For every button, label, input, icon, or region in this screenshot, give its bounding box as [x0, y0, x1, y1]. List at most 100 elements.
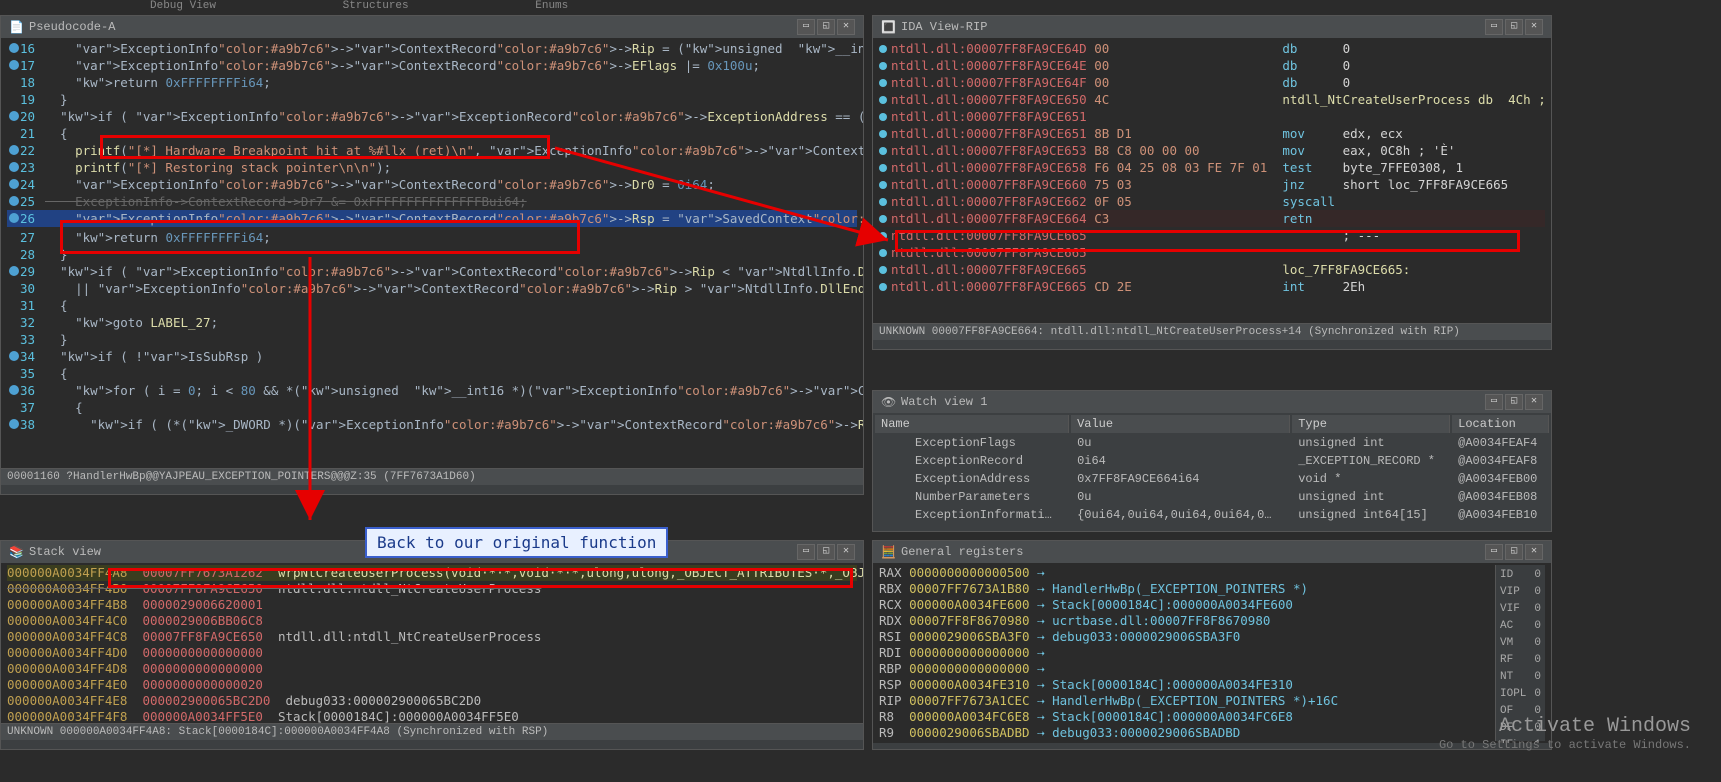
- register-line[interactable]: RSI 0000029006SBA3F0 ⇢ debug033:00000290…: [879, 629, 1495, 645]
- watch-col[interactable]: Value: [1071, 415, 1290, 433]
- code-line[interactable]: 34 "kw">if ( !"var">IsSubRsp ): [7, 348, 857, 365]
- code-line[interactable]: 33 }: [7, 331, 857, 348]
- close-button[interactable]: ✕: [1525, 544, 1543, 560]
- code-line[interactable]: 22 printf("[*] Hardware Breakpoint hit a…: [7, 142, 857, 159]
- watch-row[interactable]: ExceptionInformati…{0ui64,0ui64,0ui64,0u…: [875, 507, 1549, 523]
- stack-line[interactable]: 000000A0034FF4E0 0000000000000020: [7, 677, 857, 693]
- pseudocode-pane: 📄 Pseudocode-A ▭ ◱ ✕ 16 "var">ExceptionI…: [0, 15, 864, 495]
- stack-line[interactable]: 000000A0034FF4D8 0000000000000000: [7, 661, 857, 677]
- watch-row[interactable]: ExceptionAddress0x7FF8FA9CE664i64void *@…: [875, 471, 1549, 487]
- register-line[interactable]: RCX 000000A0034FE600 ⇢ Stack[0000184C]:0…: [879, 597, 1495, 613]
- register-line[interactable]: RAX 0000000000000500 ⇢: [879, 565, 1495, 581]
- watch-row[interactable]: NumberParameters0uunsigned int@A0034FEB0…: [875, 489, 1549, 505]
- register-line[interactable]: RSP 000000A0034FE310 ⇢ Stack[0000184C]:0…: [879, 677, 1495, 693]
- code-line[interactable]: 19 }: [7, 91, 857, 108]
- watch-row[interactable]: ExceptionRecord0i64_EXCEPTION_RECORD *@A…: [875, 453, 1549, 469]
- pseudocode-content[interactable]: 16 "var">ExceptionInfo"color:#a9b7c6">->…: [1, 38, 863, 468]
- close-button[interactable]: ✕: [837, 19, 855, 35]
- watch-col[interactable]: Type: [1292, 415, 1450, 433]
- close-button[interactable]: ✕: [837, 544, 855, 560]
- stack-line[interactable]: 000000A0034FF4B0 00007FF8FA9CE650 ntdll.…: [7, 581, 857, 597]
- code-line[interactable]: 21 {: [7, 125, 857, 142]
- minimize-button[interactable]: ▭: [797, 19, 815, 35]
- code-line[interactable]: 27 "kw">return 0xFFFFFFFFi64;: [7, 229, 857, 246]
- stack-line[interactable]: 000000A0034FF4C0 0000029006BB06C8: [7, 613, 857, 629]
- code-line[interactable]: 24 "var">ExceptionInfo"color:#a9b7c6">->…: [7, 176, 857, 193]
- pseudocode-statusbar: 00001160 ?HandlerHwBp@@YAJPEAU_EXCEPTION…: [1, 468, 863, 485]
- flag-row: VIP0: [1500, 584, 1541, 601]
- pseudocode-titlebar: 📄 Pseudocode-A ▭ ◱ ✕: [1, 16, 863, 38]
- code-line[interactable]: 29 "kw">if ( "var">ExceptionInfo"color:#…: [7, 263, 857, 280]
- stack-pane: 📚 Stack view ▭ ◱ ✕ 000000A0034FF4A8 0000…: [0, 540, 864, 750]
- register-line[interactable]: RIP 00007FF7673A1CEC ⇢ HandlerHwBp(_EXCE…: [879, 693, 1495, 709]
- code-line[interactable]: 31 {: [7, 297, 857, 314]
- asm-line[interactable]: ntdll.dll:00007FF8FA9CE665 CD 2E int 2Eh: [879, 278, 1545, 295]
- stack-line[interactable]: 000000A0034FF4E8 000002900065BC2D0 debug…: [7, 693, 857, 709]
- code-line[interactable]: 25 ExceptionInfo->ContextRecord->Dr7 &= …: [7, 193, 857, 210]
- maximize-button[interactable]: ◱: [817, 19, 835, 35]
- minimize-button[interactable]: ▭: [1485, 394, 1503, 410]
- watch-table[interactable]: NameValueTypeLocation ExceptionFlags0uun…: [873, 413, 1551, 525]
- asm-line[interactable]: ntdll.dll:00007FF8FA9CE651 8B D1 mov edx…: [879, 125, 1545, 142]
- tab-debug-view[interactable]: Debug View: [150, 0, 216, 12]
- code-line[interactable]: 30 || "var">ExceptionInfo"color:#a9b7c6"…: [7, 280, 857, 297]
- register-line[interactable]: RBP 0000000000000000 ⇢: [879, 661, 1495, 677]
- asm-line[interactable]: ntdll.dll:00007FF8FA9CE64F 00 db 0: [879, 74, 1545, 91]
- register-line[interactable]: RBX 00007FF7673A1B80 ⇢ HandlerHwBp(_EXCE…: [879, 581, 1495, 597]
- flag-row: IOPL0: [1500, 686, 1541, 703]
- register-line[interactable]: RDX 00007FF8F8670980 ⇢ ucrtbase.dll:0000…: [879, 613, 1495, 629]
- register-line[interactable]: R8 000000A0034FC6E8 ⇢ Stack[0000184C]:00…: [879, 709, 1495, 725]
- idaview-content[interactable]: ntdll.dll:00007FF8FA9CE64D 00 db 0ntdll.…: [873, 38, 1551, 323]
- idaview-title: IDA View-RIP: [901, 20, 987, 34]
- minimize-button[interactable]: ▭: [1485, 544, 1503, 560]
- watch-col[interactable]: Location: [1452, 415, 1549, 433]
- asm-line[interactable]: ntdll.dll:00007FF8FA9CE662 0F 05 syscall: [879, 193, 1545, 210]
- watch-row[interactable]: ExceptionFlags0uunsigned int@A0034FEAF4: [875, 435, 1549, 451]
- stack-line[interactable]: 000000A0034FF4A8 00007FF7673A1262 wrpNtC…: [7, 565, 857, 581]
- close-button[interactable]: ✕: [1525, 394, 1543, 410]
- stack-line[interactable]: 000000A0034FF4C8 00007FF8FA9CE650 ntdll.…: [7, 629, 857, 645]
- close-button[interactable]: ✕: [1525, 19, 1543, 35]
- asm-line[interactable]: ntdll.dll:00007FF8FA9CE665 ; ---: [879, 227, 1545, 244]
- asm-line[interactable]: ntdll.dll:00007FF8FA9CE665: [879, 244, 1545, 261]
- code-line[interactable]: 36 "kw">for ( i = 0; i < 80 && *("kw">un…: [7, 382, 857, 399]
- code-line[interactable]: 20 "kw">if ( "var">ExceptionInfo"color:#…: [7, 108, 857, 125]
- code-line[interactable]: 26 "var">ExceptionInfo"color:#a9b7c6">->…: [7, 210, 857, 227]
- stack-content[interactable]: 000000A0034FF4A8 00007FF7673A1262 wrpNtC…: [1, 563, 863, 723]
- asm-line[interactable]: ntdll.dll:00007FF8FA9CE651: [879, 108, 1545, 125]
- minimize-button[interactable]: ▭: [1485, 19, 1503, 35]
- asm-line[interactable]: ntdll.dll:00007FF8FA9CE658 F6 04 25 08 0…: [879, 159, 1545, 176]
- register-line[interactable]: R10 0000000000000000 ⇢: [879, 741, 1495, 743]
- code-icon: 📄: [9, 20, 23, 34]
- code-line[interactable]: 28 }: [7, 246, 857, 263]
- code-line[interactable]: 32 "kw">goto LABEL_27;: [7, 314, 857, 331]
- asm-line[interactable]: ntdll.dll:00007FF8FA9CE64D 00 db 0: [879, 40, 1545, 57]
- register-line[interactable]: R9 0000029006SBADBD ⇢ debug033:000002900…: [879, 725, 1495, 741]
- code-line[interactable]: 16 "var">ExceptionInfo"color:#a9b7c6">->…: [7, 40, 857, 57]
- tab-enums[interactable]: Enums: [535, 0, 568, 12]
- asm-line[interactable]: ntdll.dll:00007FF8FA9CE665 loc_7FF8FA9CE…: [879, 261, 1545, 278]
- asm-line[interactable]: ntdll.dll:00007FF8FA9CE650 4C ntdll_NtCr…: [879, 91, 1545, 108]
- asm-line[interactable]: ntdll.dll:00007FF8FA9CE653 B8 C8 00 00 0…: [879, 142, 1545, 159]
- code-line[interactable]: 38 "kw">if ( (*("kw">_DWORD *)("var">Exc…: [7, 416, 857, 433]
- code-line[interactable]: 17 "var">ExceptionInfo"color:#a9b7c6">->…: [7, 57, 857, 74]
- maximize-button[interactable]: ◱: [817, 544, 835, 560]
- minimize-button[interactable]: ▭: [797, 544, 815, 560]
- maximize-button[interactable]: ◱: [1505, 19, 1523, 35]
- code-line[interactable]: 35 {: [7, 365, 857, 382]
- stack-line[interactable]: 000000A0034FF4B8 0000029006620001: [7, 597, 857, 613]
- asm-line[interactable]: ntdll.dll:00007FF8FA9CE664 C3 retn: [879, 210, 1545, 227]
- maximize-button[interactable]: ◱: [1505, 544, 1523, 560]
- stack-line[interactable]: 000000A0034FF4D0 0000000000000000: [7, 645, 857, 661]
- code-line[interactable]: 23 printf("[*] Restoring stack pointer\n…: [7, 159, 857, 176]
- register-line[interactable]: RDI 0000000000000000 ⇢: [879, 645, 1495, 661]
- code-line[interactable]: 37 {: [7, 399, 857, 416]
- stack-line[interactable]: 000000A0034FF4F8 000000A0034FF5E0 Stack[…: [7, 709, 857, 723]
- asm-line[interactable]: ntdll.dll:00007FF8FA9CE660 75 03 jnz sho…: [879, 176, 1545, 193]
- watch-pane: 👁 Watch view 1 ▭ ◱ ✕ NameValueTypeLocati…: [872, 390, 1552, 532]
- code-line[interactable]: 18 "kw">return 0xFFFFFFFFi64;: [7, 74, 857, 91]
- maximize-button[interactable]: ◱: [1505, 394, 1523, 410]
- watch-col[interactable]: Name: [875, 415, 1069, 433]
- tab-structures[interactable]: Structures: [343, 0, 409, 12]
- asm-line[interactable]: ntdll.dll:00007FF8FA9CE64E 00 db 0: [879, 57, 1545, 74]
